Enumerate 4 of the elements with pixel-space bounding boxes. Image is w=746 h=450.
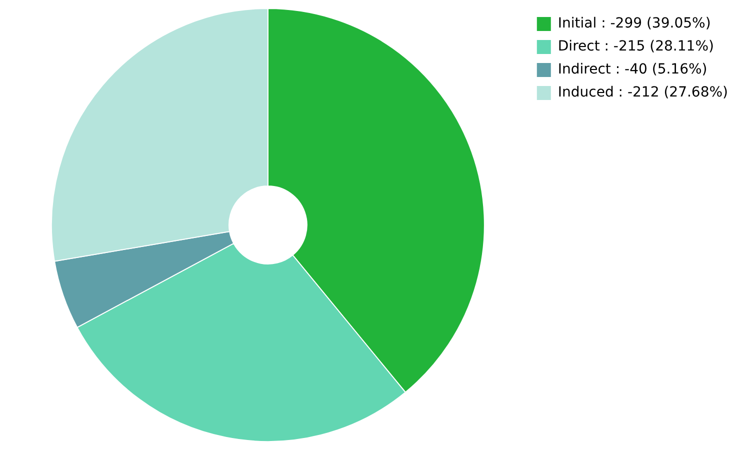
legend-label: Indirect : -40 (5.16%)	[558, 62, 708, 78]
legend-label: Initial : -299 (39.05%)	[558, 16, 711, 32]
legend-label: Induced : -212 (27.68%)	[558, 84, 728, 101]
legend-label: Direct : -215 (28.11%)	[558, 38, 714, 55]
